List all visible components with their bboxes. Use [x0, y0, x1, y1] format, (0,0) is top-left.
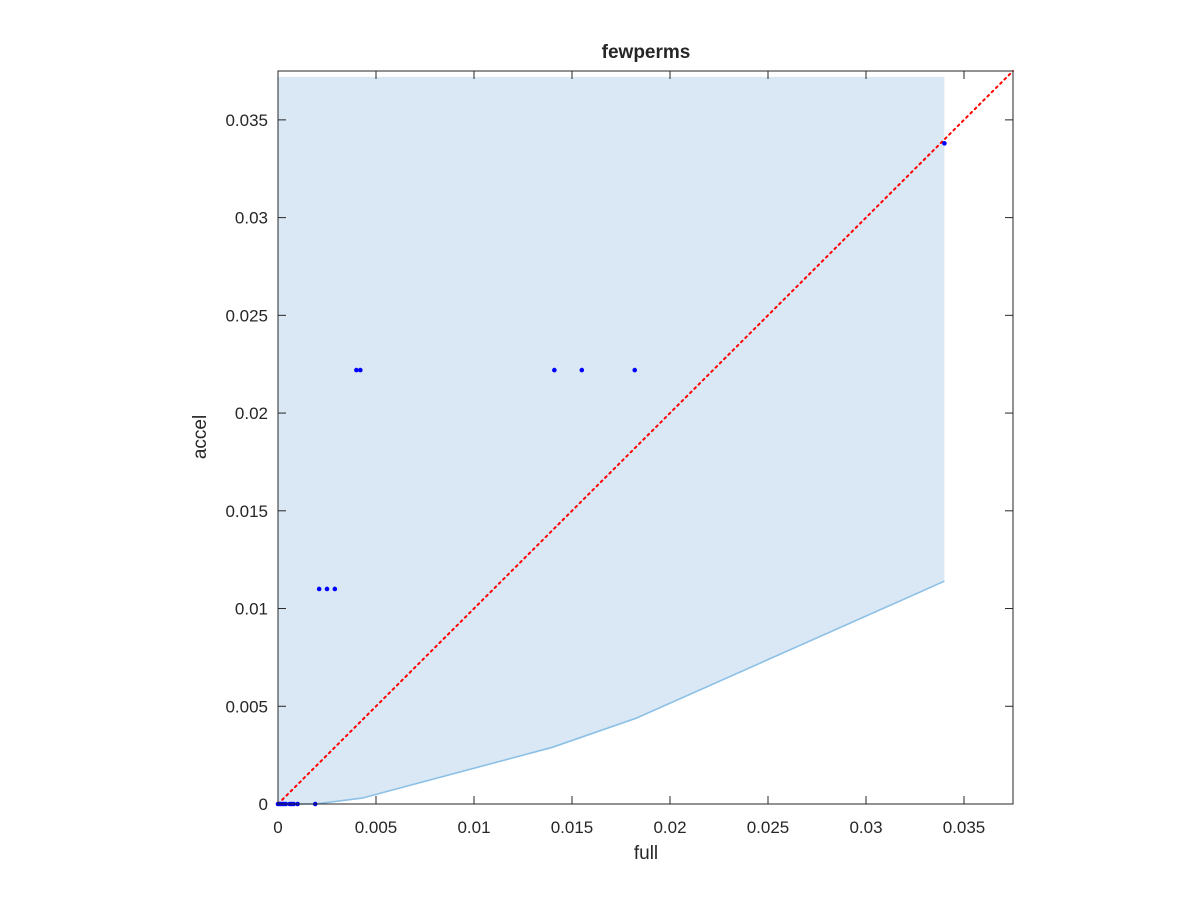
x-tick-label: 0.005 [355, 818, 398, 837]
y-tick-label: 0.015 [225, 502, 268, 521]
x-tick-label: 0.025 [747, 818, 790, 837]
y-tick-label: 0.025 [225, 306, 268, 325]
data-point [942, 141, 947, 146]
x-tick-label: 0.035 [943, 818, 986, 837]
data-point [354, 367, 359, 373]
x-tick-label: 0.03 [849, 818, 882, 837]
x-tick-label: 0.015 [551, 818, 594, 837]
data-point [324, 586, 330, 592]
y-tick-label: 0.035 [225, 111, 268, 130]
chart-title: fewperms [602, 42, 691, 63]
data-point [552, 367, 557, 373]
plot-area: 0 0.005 0.01 0.015 0.02 0.025 0.03 0.035 0 0.005 0… [225, 70, 1014, 837]
data-point [632, 367, 638, 373]
data-point [332, 586, 338, 592]
y-tick-label: 0.01 [235, 600, 268, 619]
y-tick-label: 0 [259, 795, 268, 814]
reference-line [277, 70, 1014, 805]
x-tick-label: 0.01 [457, 818, 490, 837]
x-tick-label: 0 [273, 818, 282, 837]
y-tick-label: 0.02 [235, 404, 268, 423]
data-point [579, 367, 585, 373]
data-point [316, 586, 322, 592]
x-axis-label: full [634, 843, 658, 864]
y-tick-label: 0.03 [235, 209, 268, 228]
data-point [358, 367, 363, 373]
shaded-region [278, 76, 945, 804]
y-axis-label: accel [190, 415, 211, 459]
axes-box [277, 70, 1014, 805]
y-tick-label: 0.005 [225, 697, 268, 716]
x-tick-label: 0.02 [653, 818, 686, 837]
